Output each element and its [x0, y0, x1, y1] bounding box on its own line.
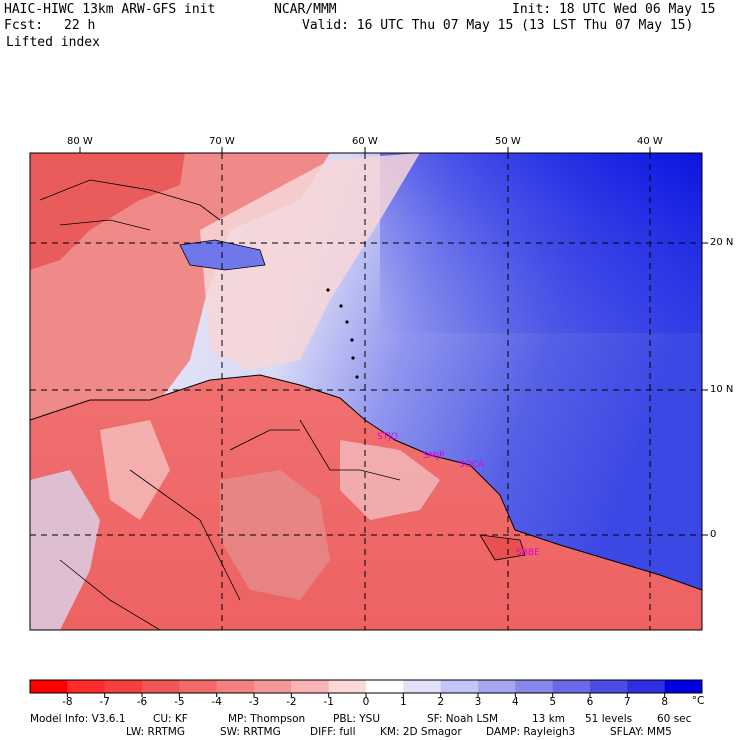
colorbar-tick-label: 5 [549, 696, 556, 708]
field-name: Lifted index [6, 35, 100, 50]
footer-damping: DAMP: Rayleigh3 [486, 726, 576, 738]
colorbar-cell [254, 680, 292, 693]
map-frame [29, 152, 703, 631]
coastline [30, 374, 702, 591]
footer-km: KM: 2D Smagor [380, 726, 462, 738]
lon-label-70w: 70 W [209, 136, 235, 147]
station-label-stjo: STJO [377, 432, 398, 442]
colorbar-tick-label: -6 [136, 696, 148, 708]
colorbar-cell [291, 680, 329, 693]
footer-model-info: Model Info: V3.6.1 [30, 713, 126, 725]
colorbar-cell [30, 680, 68, 693]
colorbar-tick-label: -1 [323, 696, 334, 708]
colorbar-cell [440, 680, 479, 693]
colorbar-cell [627, 680, 665, 693]
colorbar-tick-label: 1 [399, 696, 407, 708]
footer-surface: SF: Noah LSM [427, 713, 499, 725]
colorbar-tick-label: 4 [511, 696, 519, 708]
init-time: Init: 18 UTC Wed 06 May 15 [512, 2, 716, 17]
station-label-sbbe: SBBE [516, 548, 540, 558]
colorbar-cell [552, 680, 591, 693]
colorbar-cell [67, 680, 105, 693]
lat-label-20n: 20 N [710, 237, 734, 248]
colorbar-cell [515, 680, 553, 693]
colorbar-cell [478, 680, 516, 693]
footer-levels: 51 levels [585, 713, 633, 725]
organization-label: NCAR/MMM [274, 2, 337, 17]
colorbar-tick-label: 2 [437, 696, 444, 708]
footer-longwave: LW: RRTMG [126, 726, 185, 738]
station-label-smjp: SMJP [423, 451, 445, 461]
colorbar-unit: °C [691, 695, 705, 707]
colorbar-tick-label: -8 [62, 696, 73, 708]
colorbar-tick-label: 3 [474, 696, 482, 708]
lon-label-60w: 60 W [352, 136, 378, 147]
colorbar-tick-label: -4 [211, 696, 222, 708]
colorbar-cell [179, 680, 217, 693]
lat-label-0: 0 [710, 529, 717, 540]
colorbar-tick-label: 8 [661, 696, 668, 708]
station-label-soca: SOCA [459, 460, 485, 470]
forecast-label: Fcst: [4, 18, 44, 33]
colorbar-cell [104, 680, 143, 693]
footer-resolution: 13 km [532, 713, 566, 725]
colorbar-tick-label: -5 [174, 696, 185, 708]
lat-label-10n: 10 N [710, 384, 734, 395]
footer-microphysics: MP: Thompson [228, 713, 306, 725]
colorbar-cell [328, 680, 367, 693]
forecast-hour: 22 h [64, 18, 96, 33]
colorbar-cell [142, 680, 180, 693]
colorbar-tick-label: -2 [286, 696, 297, 708]
lat-lon-grid [30, 153, 702, 630]
colorbar-tick-label: 7 [623, 696, 631, 708]
colorbar-cell [216, 680, 255, 693]
colorbar-tick-label: -3 [248, 696, 260, 708]
colorbar-cell [590, 680, 628, 693]
colorbar-cell [664, 680, 703, 693]
colorbar-cell [366, 680, 404, 693]
footer-shortwave: SW: RRTMG [220, 726, 281, 738]
colorbar-tick-label: -7 [99, 696, 110, 708]
colorbar-tick-label: 6 [586, 696, 594, 708]
footer-sflay: SFLAY: MM5 [610, 726, 672, 738]
model-title: HAIC-HIWC 13km ARW-GFS init [4, 2, 216, 17]
footer-cumulus: CU: KF [153, 713, 188, 725]
lon-label-80w: 80 W [67, 136, 93, 147]
valid-time: Valid: 16 UTC Thu 07 May 15 (13 LST Thu … [302, 18, 694, 33]
footer-diffusion: DIFF: full [310, 726, 356, 738]
lon-label-50w: 50 W [495, 136, 521, 147]
colorbar-cell [403, 680, 441, 693]
colorbar-tick-label: 0 [362, 696, 370, 708]
lon-label-40w: 40 W [637, 136, 663, 147]
footer-timestep: 60 sec [657, 713, 692, 725]
footer-pbl: PBL: YSU [333, 713, 381, 725]
